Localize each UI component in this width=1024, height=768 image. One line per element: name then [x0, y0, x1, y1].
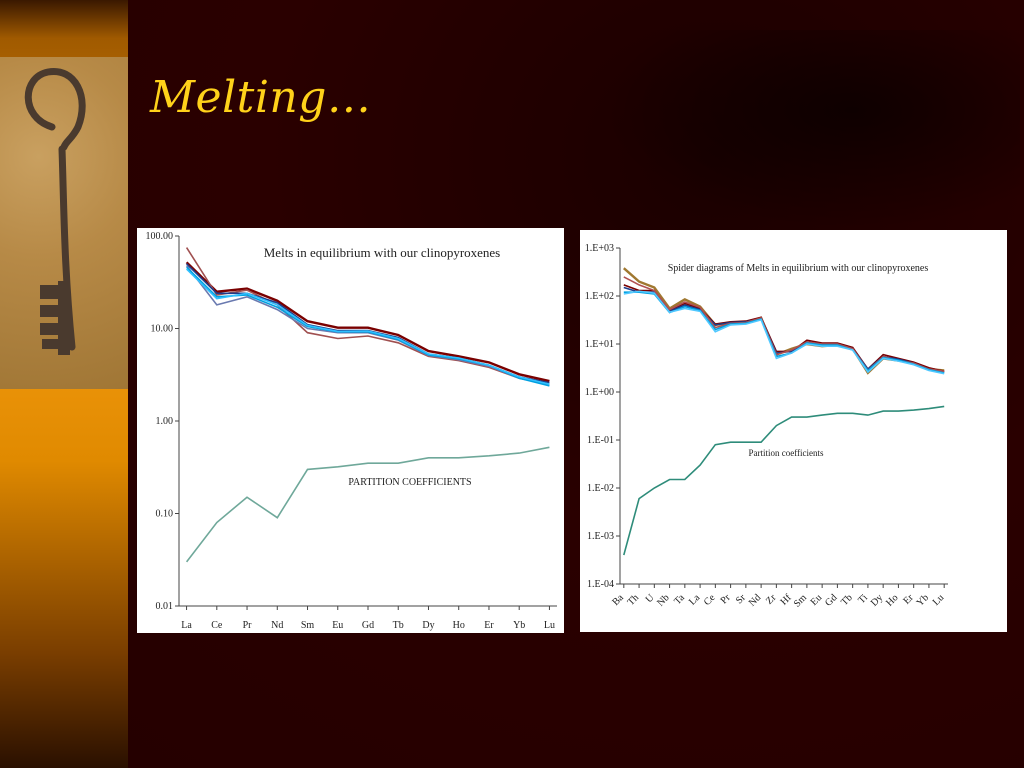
series-line [185, 247, 550, 385]
chart-panel-spider: 1.E+03 1.E+02 1.E+01 1.E+00 1.E-01 1.E-02 1.E-… [580, 230, 1007, 632]
key-photo [0, 57, 128, 389]
x-tick-label: Yb [513, 620, 525, 631]
y-tick-label: 1.E+03 [585, 243, 614, 254]
background-glow [600, 30, 1020, 230]
x-tick-label: Lu [544, 620, 555, 631]
chart-panel-ree: 100.00 10.00 1.00 0.10 0.01 La Ce Pr Nd Sm Eu Gd Tb D… [137, 228, 564, 633]
y-tick-label: 1.E-02 [587, 483, 614, 494]
series-line [623, 405, 945, 556]
y-tick-label: 0.01 [156, 601, 174, 612]
x-tick-label: Ho [884, 592, 900, 608]
x-tick-label: Er [901, 592, 916, 607]
x-tick-label: Sm [301, 620, 315, 631]
y-tick-label: 1.E-04 [587, 579, 614, 590]
x-tick-label: Yb [915, 592, 931, 608]
x-tick-label: Sr [734, 592, 749, 607]
x-tick-label: Gd [362, 620, 374, 631]
y-tick-label: 0.10 [156, 509, 174, 520]
y-tick-label: 1.E-03 [587, 531, 614, 542]
series-line [185, 265, 550, 385]
antique-key-icon [24, 68, 86, 355]
y-tick-label: 1.E-01 [587, 435, 614, 446]
x-tick-label: La [687, 592, 703, 608]
y-tick-label: 100.00 [146, 231, 174, 242]
x-tick-label: U [644, 592, 657, 605]
x-tick-label: Ti [856, 592, 870, 606]
series-line [185, 261, 550, 383]
x-tick-label: Nd [747, 592, 763, 608]
x-tick-label: Pr [243, 620, 253, 631]
series-line [623, 290, 945, 375]
slide-title: Melting… [150, 72, 372, 123]
x-tick-label: Pr [719, 592, 734, 607]
x-tick-label: Ba [610, 592, 626, 608]
x-tick-label: Sm [792, 592, 809, 609]
x-tick-label: Lu [931, 592, 947, 608]
y-tick-label: 1.E+01 [585, 339, 614, 350]
x-tick-label: Eu [809, 592, 825, 608]
x-tick-label: Ta [672, 592, 687, 607]
x-tick-label: La [181, 620, 192, 631]
chart-title: Melts in equilibrium with our clinopyrox… [264, 245, 501, 260]
x-tick-label: Zr [764, 592, 779, 607]
x-tick-label: Nd [271, 620, 283, 631]
x-tick-label: Dy [422, 620, 434, 631]
x-tick-label: Ce [211, 620, 223, 631]
spider-chart-svg: 1.E+03 1.E+02 1.E+01 1.E+00 1.E-01 1.E-02 1.E-… [585, 243, 948, 610]
y-tick-label: 10.00 [151, 324, 174, 335]
x-tick-label: Dy [869, 592, 885, 608]
x-tick-label: Tb [393, 620, 404, 631]
x-tick-label: Ho [453, 620, 465, 631]
x-tick-label: Tb [839, 592, 855, 608]
x-tick-label: Eu [332, 620, 343, 631]
x-tick-label: Ce [702, 592, 718, 608]
x-tick-label: Hf [779, 592, 795, 608]
x-tick-label: Th [626, 592, 642, 608]
x-tick-label: Nb [655, 592, 671, 608]
series-line [186, 268, 550, 385]
chart-title: Spider diagrams of Melts in equilibrium … [668, 263, 929, 274]
ree-chart-svg: 100.00 10.00 1.00 0.10 0.01 La Ce Pr Nd Sm Eu Gd Tb D… [146, 231, 557, 631]
y-tick-label: 1.00 [156, 416, 174, 427]
chart-annotation: Partition coefficients [748, 448, 824, 458]
x-tick-label: Er [484, 620, 494, 631]
y-tick-label: 1.E+02 [585, 291, 614, 302]
x-tick-label: Gd [823, 592, 839, 608]
y-tick-label: 1.E+00 [585, 387, 614, 398]
chart-annotation: PARTITION COEFFICIENTS [348, 477, 471, 488]
series-line [185, 446, 550, 563]
